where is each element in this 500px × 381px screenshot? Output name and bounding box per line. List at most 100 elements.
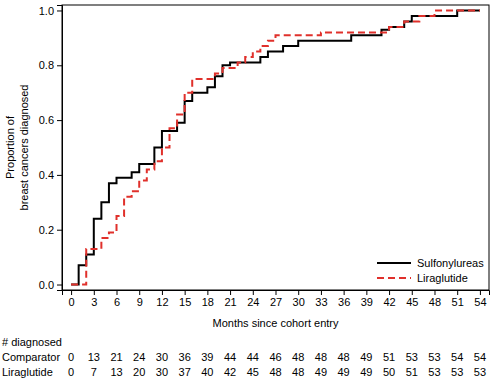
risk-table-cell: 53 bbox=[451, 366, 463, 378]
risk-table-cell: 48 bbox=[292, 366, 304, 378]
risk-table-cell: 53 bbox=[474, 366, 486, 378]
y-tick-label: 0.6 bbox=[39, 114, 54, 126]
x-tick: 27 bbox=[270, 290, 282, 308]
x-axis-line bbox=[63, 291, 490, 296]
chart-svg: 0.00.20.40.60.81.00369121518212427303336… bbox=[0, 0, 500, 381]
data-layer bbox=[71, 10, 480, 284]
legend-label: Sulfonylureas bbox=[417, 257, 484, 269]
plot-frame bbox=[62, 5, 489, 290]
x-tick-mark bbox=[207, 290, 208, 295]
y-axis-title-line: Proportion of bbox=[4, 115, 16, 179]
x-tick-label: 0 bbox=[69, 296, 75, 308]
y-tick: 0.6 bbox=[39, 114, 62, 126]
x-tick-label: 15 bbox=[179, 296, 191, 308]
x-tick: 36 bbox=[338, 290, 350, 308]
x-tick-label: 33 bbox=[315, 296, 327, 308]
risk-table-cell: 48 bbox=[315, 351, 327, 363]
risk-table-row-label: Liraglutide bbox=[2, 366, 53, 378]
y-tick-label: 1.0 bbox=[39, 5, 54, 17]
risk-table-cell: 21 bbox=[110, 351, 122, 363]
x-tick: 24 bbox=[247, 290, 259, 308]
legend-swatch bbox=[377, 262, 411, 264]
x-tick-label: 42 bbox=[383, 296, 395, 308]
risk-table-cell: 54 bbox=[451, 351, 463, 363]
risk-table-cell: 53 bbox=[428, 351, 440, 363]
risk-table-cell: 48 bbox=[338, 351, 350, 363]
x-tick: 21 bbox=[224, 290, 236, 308]
x-tick: 9 bbox=[137, 290, 143, 308]
risk-table-cell: 0 bbox=[68, 351, 74, 363]
y-tick: 0.0 bbox=[39, 279, 62, 291]
series-line bbox=[71, 10, 480, 284]
x-axis-title: Months since cohort entry bbox=[213, 317, 339, 329]
y-tick-mark bbox=[57, 120, 62, 121]
series-line bbox=[71, 10, 480, 284]
risk-table-cell: 39 bbox=[201, 351, 213, 363]
x-tick-mark bbox=[139, 290, 140, 295]
risk-table-cell: 44 bbox=[247, 351, 259, 363]
risk-table-cell: 42 bbox=[224, 366, 236, 378]
chart-container: 0.00.20.40.60.81.00369121518212427303336… bbox=[0, 0, 500, 381]
x-tick-mark bbox=[162, 290, 163, 295]
x-tick-mark bbox=[366, 290, 367, 295]
y-tick-label: 0.4 bbox=[39, 169, 54, 181]
x-tick: 18 bbox=[202, 290, 214, 308]
x-tick: 54 bbox=[474, 290, 486, 308]
risk-table-cell: 50 bbox=[383, 366, 395, 378]
x-tick-mark bbox=[253, 290, 254, 295]
x-tick: 15 bbox=[179, 290, 191, 308]
x-tick-label: 24 bbox=[247, 296, 259, 308]
risk-table-cell: 13 bbox=[88, 351, 100, 363]
x-tick-mark bbox=[71, 290, 72, 295]
risk-table-cell: 48 bbox=[269, 366, 281, 378]
y-axis-title: Proportion ofbreast cancers diagnosed bbox=[4, 85, 30, 211]
plot: 0.00.20.40.60.81.00369121518212427303336… bbox=[39, 5, 490, 308]
y-tick-label: 0.2 bbox=[39, 224, 54, 236]
x-tick: 6 bbox=[114, 290, 120, 308]
x-tick-mark bbox=[185, 290, 186, 295]
x-tick-mark bbox=[389, 290, 390, 295]
y-tick-mark bbox=[57, 230, 62, 231]
risk-table-cell: 49 bbox=[360, 366, 372, 378]
x-tick-label: 51 bbox=[452, 296, 464, 308]
risk-table-cell: 40 bbox=[201, 366, 213, 378]
legend-swatch bbox=[377, 277, 411, 279]
x-tick-mark bbox=[480, 290, 481, 295]
y-tick-label: 0.8 bbox=[39, 59, 54, 71]
risk-table-cell: 44 bbox=[224, 351, 236, 363]
x-tick: 3 bbox=[91, 290, 97, 308]
risk-table-cell: 53 bbox=[428, 366, 440, 378]
y-tick-mark bbox=[57, 175, 62, 176]
y-tick-mark bbox=[57, 285, 62, 286]
risk-table-cell: 24 bbox=[133, 351, 145, 363]
x-tick: 48 bbox=[429, 290, 441, 308]
y-tick-mark bbox=[57, 65, 62, 66]
y-tick: 0.2 bbox=[39, 224, 62, 236]
x-tick-mark bbox=[276, 290, 277, 295]
legend-label: Liraglutide bbox=[417, 272, 468, 284]
x-tick-label: 48 bbox=[429, 296, 441, 308]
risk-table-cell: 46 bbox=[269, 351, 281, 363]
x-tick: 39 bbox=[361, 290, 373, 308]
x-tick-label: 30 bbox=[293, 296, 305, 308]
y-tick-label: 0.0 bbox=[39, 279, 54, 291]
x-tick-label: 12 bbox=[156, 296, 168, 308]
x-tick: 0 bbox=[69, 290, 75, 308]
risk-table-cell: 45 bbox=[247, 366, 259, 378]
x-tick-mark bbox=[434, 290, 435, 295]
risk-table-cell: 54 bbox=[474, 351, 486, 363]
x-tick-mark bbox=[412, 290, 413, 295]
y-axis: 0.0 0.2 0.4 0.6 0.8 1.0 bbox=[39, 5, 63, 291]
risk-table-cell: 49 bbox=[338, 366, 350, 378]
risk-table-cell: 53 bbox=[406, 351, 418, 363]
x-tick: 33 bbox=[315, 290, 327, 308]
risk-table-cell: 37 bbox=[179, 366, 191, 378]
x-tick-label: 39 bbox=[361, 296, 373, 308]
x-tick: 30 bbox=[293, 290, 305, 308]
x-tick-mark bbox=[457, 290, 458, 295]
x-tick: 12 bbox=[156, 290, 168, 308]
risk-table-cell: 13 bbox=[110, 366, 122, 378]
risk-table-cell: 7 bbox=[91, 366, 97, 378]
risk-table-cell: 51 bbox=[383, 351, 395, 363]
x-tick-label: 6 bbox=[114, 296, 120, 308]
